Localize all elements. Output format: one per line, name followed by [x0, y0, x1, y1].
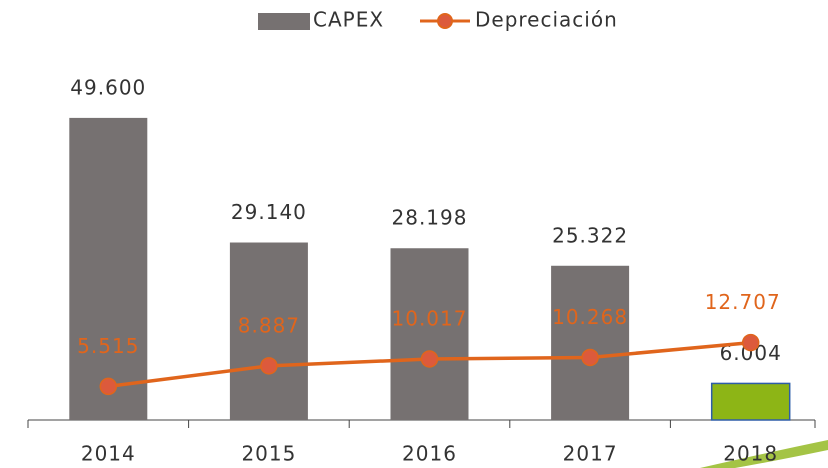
x-tick-label: 2017 — [563, 442, 618, 466]
line-value-label: 12.707 — [705, 290, 781, 314]
line-marker — [99, 377, 118, 396]
x-tick-label: 2015 — [241, 442, 296, 466]
x-tick-label: 2018 — [723, 442, 778, 466]
line-value-label: 8.887 — [238, 313, 300, 337]
bar-value-label: 49.600 — [70, 75, 146, 99]
legend-label: Depreciación — [475, 8, 618, 32]
bar — [229, 242, 308, 420]
bar — [69, 117, 148, 421]
bar-value-label: 28.198 — [392, 206, 468, 230]
bar-value-label: 25.322 — [552, 223, 628, 247]
line-marker — [741, 333, 760, 352]
line-value-label: 10.268 — [552, 305, 628, 329]
x-tick-label: 2016 — [402, 442, 457, 466]
x-tick-label: 2014 — [81, 442, 136, 466]
bar — [710, 382, 791, 421]
bar — [390, 248, 469, 420]
line-marker — [260, 357, 278, 375]
line-marker — [581, 348, 599, 367]
legend-swatch — [258, 13, 310, 30]
bar-value-label: 29.140 — [231, 200, 307, 224]
line-value-label: 5.515 — [77, 334, 139, 358]
line-marker — [420, 350, 439, 368]
legend-label: CAPEX — [313, 8, 384, 32]
bar — [551, 265, 630, 420]
decoration — [700, 440, 828, 468]
line-value-label: 10.017 — [392, 306, 468, 330]
legend-marker — [437, 13, 453, 29]
